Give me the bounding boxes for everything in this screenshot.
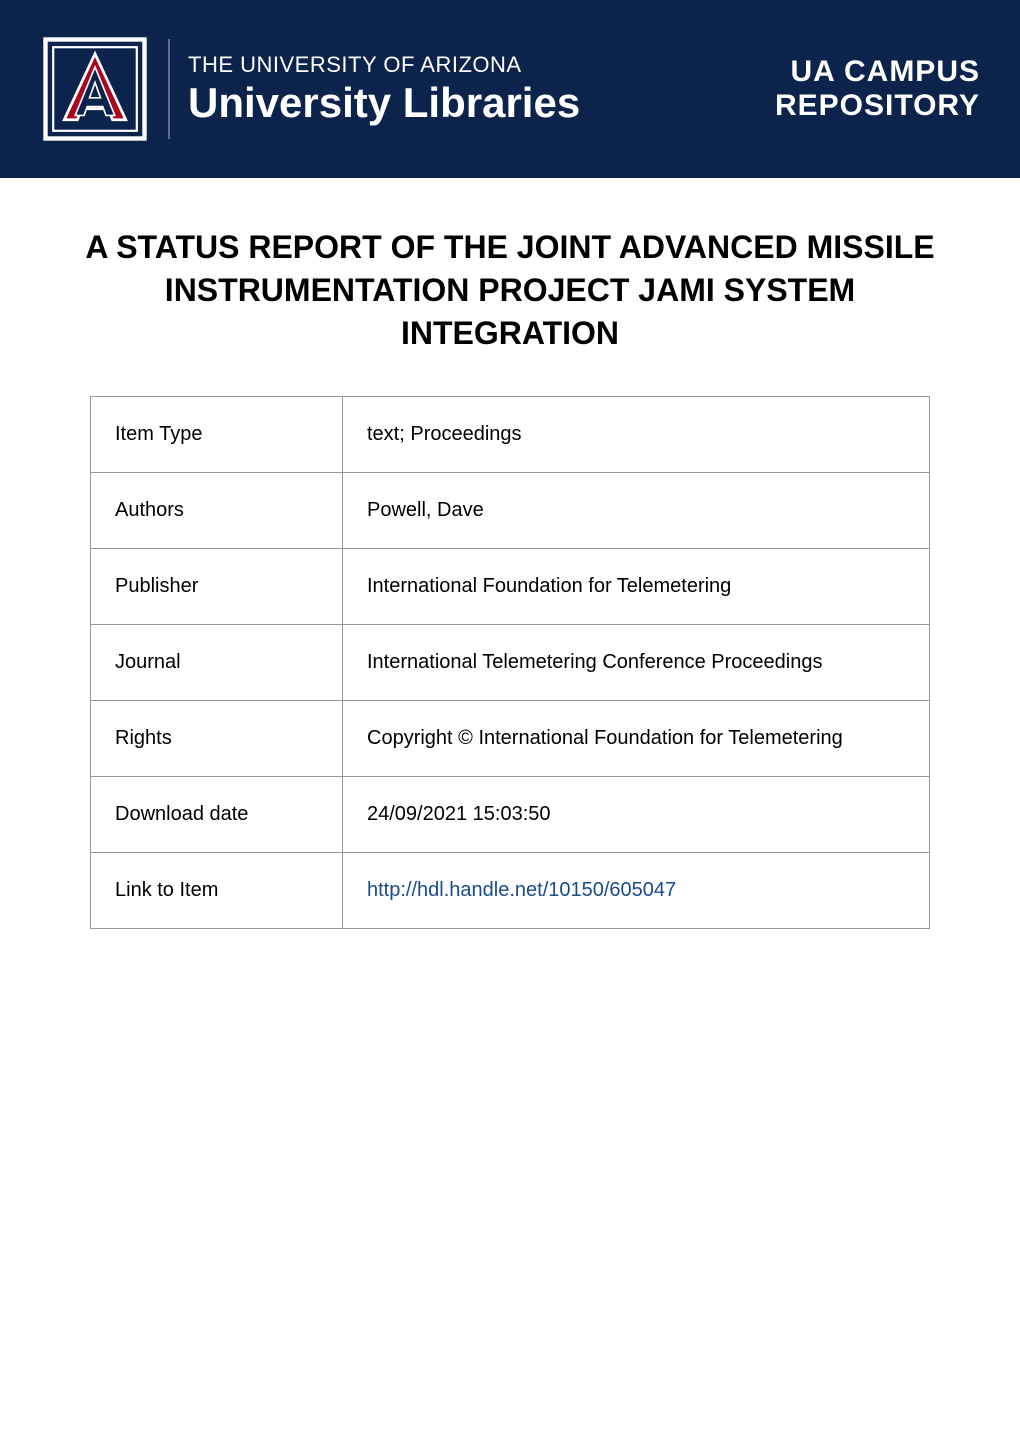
meta-value-link: http://hdl.handle.net/10150/605047: [343, 852, 930, 928]
table-row: Item Type text; Proceedings: [91, 396, 930, 472]
meta-label: Link to Item: [91, 852, 343, 928]
meta-value: International Foundation for Telemeterin…: [343, 548, 930, 624]
table-row: Link to Item http://hdl.handle.net/10150…: [91, 852, 930, 928]
table-row: Download date 24/09/2021 15:03:50: [91, 776, 930, 852]
campus-line-1: UA CAMPUS: [790, 55, 980, 90]
meta-label: Authors: [91, 472, 343, 548]
table-row: Rights Copyright © International Foundat…: [91, 700, 930, 776]
item-link[interactable]: http://hdl.handle.net/10150/605047: [367, 879, 676, 901]
table-row: Publisher International Foundation for T…: [91, 548, 930, 624]
meta-value: Powell, Dave: [343, 472, 930, 548]
meta-label: Item Type: [91, 396, 343, 472]
banner-title: University Libraries: [188, 80, 580, 126]
banner-subtitle: THE UNIVERSITY OF ARIZONA: [188, 52, 580, 78]
meta-label: Rights: [91, 700, 343, 776]
banner-left-group: THE UNIVERSITY OF ARIZONA University Lib…: [40, 34, 580, 144]
meta-value: 24/09/2021 15:03:50: [343, 776, 930, 852]
document-title: A STATUS REPORT OF THE JOINT ADVANCED MI…: [80, 226, 940, 356]
meta-value: text; Proceedings: [343, 396, 930, 472]
meta-label: Download date: [91, 776, 343, 852]
meta-label: Publisher: [91, 548, 343, 624]
banner-right-group: UA CAMPUS REPOSITORY: [775, 55, 980, 124]
banner-text-group: THE UNIVERSITY OF ARIZONA University Lib…: [188, 52, 580, 126]
meta-value: International Telemetering Conference Pr…: [343, 624, 930, 700]
meta-label: Journal: [91, 624, 343, 700]
metadata-table: Item Type text; Proceedings Authors Powe…: [90, 396, 930, 929]
ua-logo: [40, 34, 150, 144]
repository-banner: THE UNIVERSITY OF ARIZONA University Lib…: [0, 0, 1020, 178]
banner-divider: [168, 39, 170, 139]
meta-value: Copyright © International Foundation for…: [343, 700, 930, 776]
content-area: A STATUS REPORT OF THE JOINT ADVANCED MI…: [0, 178, 1020, 929]
block-a-icon: [40, 34, 150, 144]
campus-line-2: REPOSITORY: [775, 89, 980, 124]
table-row: Authors Powell, Dave: [91, 472, 930, 548]
table-row: Journal International Telemetering Confe…: [91, 624, 930, 700]
